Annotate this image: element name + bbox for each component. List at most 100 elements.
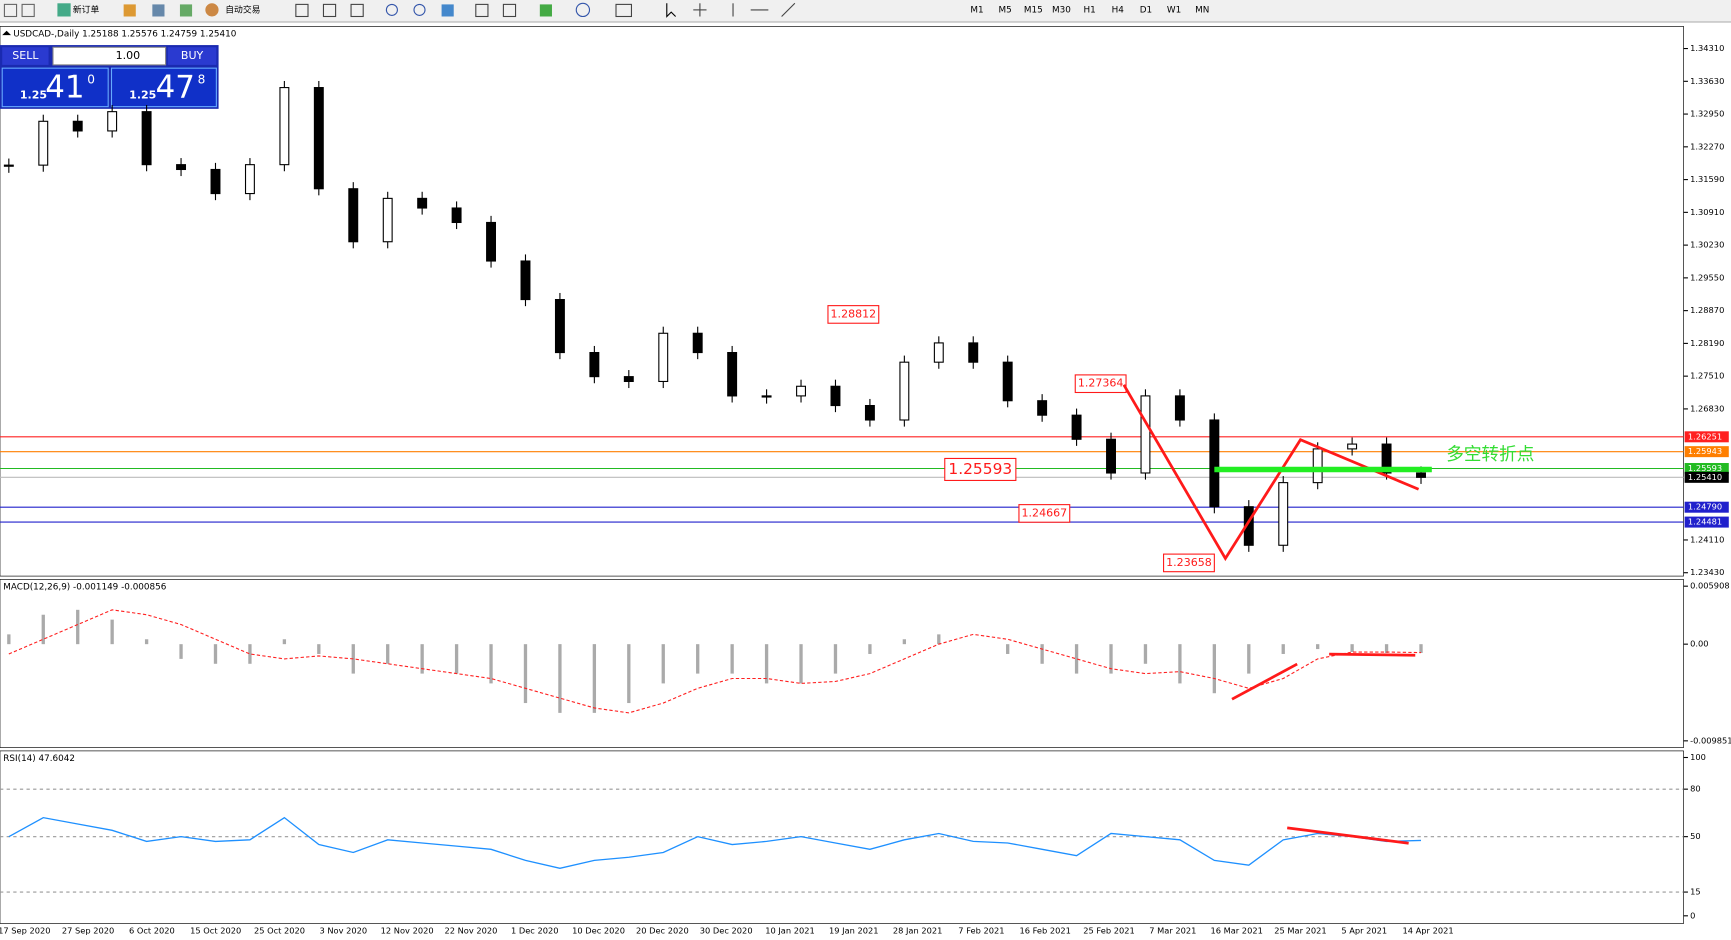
macd-signal: [8, 609, 1422, 714]
buy-price-box[interactable]: [110, 67, 217, 108]
x-tick-label: 10 Jan 2021: [765, 926, 815, 936]
candle: [244, 164, 255, 195]
sell-prefix[interactable]: 1.25: [20, 89, 47, 102]
candle: [1416, 472, 1426, 478]
candle: [658, 332, 669, 383]
auto-trade[interactable]: 自动交易: [225, 3, 260, 15]
level-label-bg: [1684, 446, 1729, 458]
annotation-box: [1163, 553, 1215, 573]
candle: [486, 221, 497, 262]
lot-value[interactable]: 1.00: [116, 49, 141, 62]
candle: [313, 87, 324, 190]
x-tick-label: 20 Dec 2020: [636, 926, 689, 936]
x-tick-label: 25 Feb 2021: [1083, 926, 1134, 936]
timeframe[interactable]: MN: [1195, 5, 1209, 15]
annotation-box: [1018, 504, 1071, 523]
candle: [623, 376, 634, 383]
x-tick-label: 17 Sep 2020: [0, 926, 50, 936]
candle: [899, 361, 910, 421]
timeframe[interactable]: M15: [1024, 5, 1043, 15]
y-tick-label: 1.28870: [1690, 305, 1724, 315]
level-label-bg: [1684, 471, 1729, 483]
sell-label[interactable]: SELL: [12, 49, 39, 62]
auto-trade-icon[interactable]: [205, 3, 219, 17]
macd-pane: [0, 579, 1684, 748]
y-tick-label: 1.23430: [1690, 567, 1724, 577]
candle: [589, 351, 600, 378]
x-tick-label: 7 Mar 2021: [1149, 926, 1196, 936]
collapse-icon[interactable]: [2, 30, 12, 36]
timeframe[interactable]: M5: [999, 5, 1012, 15]
level-label-bg: [1684, 463, 1729, 475]
y-tick-label: 1.30230: [1690, 240, 1724, 250]
candle: [1312, 448, 1323, 484]
sell-sup[interactable]: 0: [87, 73, 95, 87]
candle: [348, 188, 359, 243]
x-tick-label: 22 Nov 2020: [444, 926, 497, 936]
x-tick-label: 10 Dec 2020: [572, 926, 625, 936]
lot-input[interactable]: [52, 46, 167, 66]
tool-icons: [3, 2, 796, 18]
x-tick-label: 15 Oct 2020: [190, 926, 241, 936]
buy-label[interactable]: BUY: [181, 49, 204, 62]
sell-big[interactable]: 41: [45, 70, 84, 106]
timeframe[interactable]: H1: [1083, 5, 1095, 15]
rsi-label: RSI(14) 47.6042: [3, 754, 75, 764]
x-tick-label: 25 Mar 2021: [1274, 926, 1326, 936]
y-tick-label: 1.24110: [1690, 534, 1724, 544]
level-label-bg: [1684, 501, 1729, 513]
candle: [1209, 419, 1220, 508]
buy-big[interactable]: 47: [156, 70, 195, 106]
x-tick-label: 30 Dec 2020: [700, 926, 753, 936]
new-order-icon[interactable]: [57, 3, 71, 17]
candle: [1002, 361, 1013, 402]
timeframe[interactable]: H4: [1112, 5, 1125, 15]
y-tick-label: 1.32950: [1690, 109, 1724, 119]
toolbar: [0, 0, 1731, 22]
candle: [141, 111, 152, 166]
x-tick-label: 7 Feb 2021: [958, 926, 1004, 936]
trade-panel: SELL 1.00 BUY 1.25 41 0 1.25 47 8: [0, 45, 219, 109]
y-tick-label: 1.28190: [1690, 338, 1724, 348]
level-label: 1.25593: [1688, 463, 1722, 473]
sell-price-box[interactable]: [1, 67, 109, 108]
annotation: 1.23658: [1166, 556, 1212, 569]
y-tick-label: 1.34310: [1690, 43, 1724, 53]
x-tick-label: 14 Apr 2021: [1403, 926, 1454, 936]
rsi-line: [8, 816, 1422, 869]
y-tick-label: 50: [1690, 831, 1701, 841]
candle: [382, 197, 393, 243]
buy-prefix[interactable]: 1.25: [129, 89, 156, 102]
candle: [210, 168, 221, 195]
candle: [554, 299, 565, 354]
candle: [279, 87, 290, 166]
annotation: 1.25593: [948, 460, 1012, 478]
level-label: 1.25410: [1688, 472, 1722, 482]
candle: [451, 207, 462, 224]
y-tick-label: 0.00: [1690, 639, 1708, 649]
candle: [176, 164, 187, 171]
candle: [864, 404, 875, 421]
candle: [796, 385, 806, 397]
timeframe[interactable]: M1: [970, 5, 983, 15]
new-order[interactable]: 新订单: [73, 3, 100, 15]
candle: [727, 351, 738, 397]
sell-button[interactable]: [2, 47, 49, 65]
annotation: 1.24667: [1022, 506, 1068, 519]
buy-button[interactable]: [167, 47, 217, 65]
annotation: 1.27364: [1078, 377, 1124, 390]
timeframe[interactable]: M30: [1052, 5, 1071, 15]
timeframe[interactable]: W1: [1167, 5, 1181, 15]
buy-sup[interactable]: 8: [198, 73, 206, 87]
candle: [1071, 414, 1082, 440]
candle: [72, 120, 83, 132]
level-label: 1.24481: [1688, 517, 1722, 527]
timeframe[interactable]: D1: [1140, 5, 1152, 15]
y-tick-label: 1.30910: [1690, 207, 1724, 217]
y-tick-label: 1.29550: [1690, 272, 1724, 282]
annotation: 1.28812: [831, 307, 877, 320]
x-tick-label: 1 Dec 2020: [511, 926, 559, 936]
candle: [968, 342, 979, 363]
candle: [1347, 443, 1358, 450]
